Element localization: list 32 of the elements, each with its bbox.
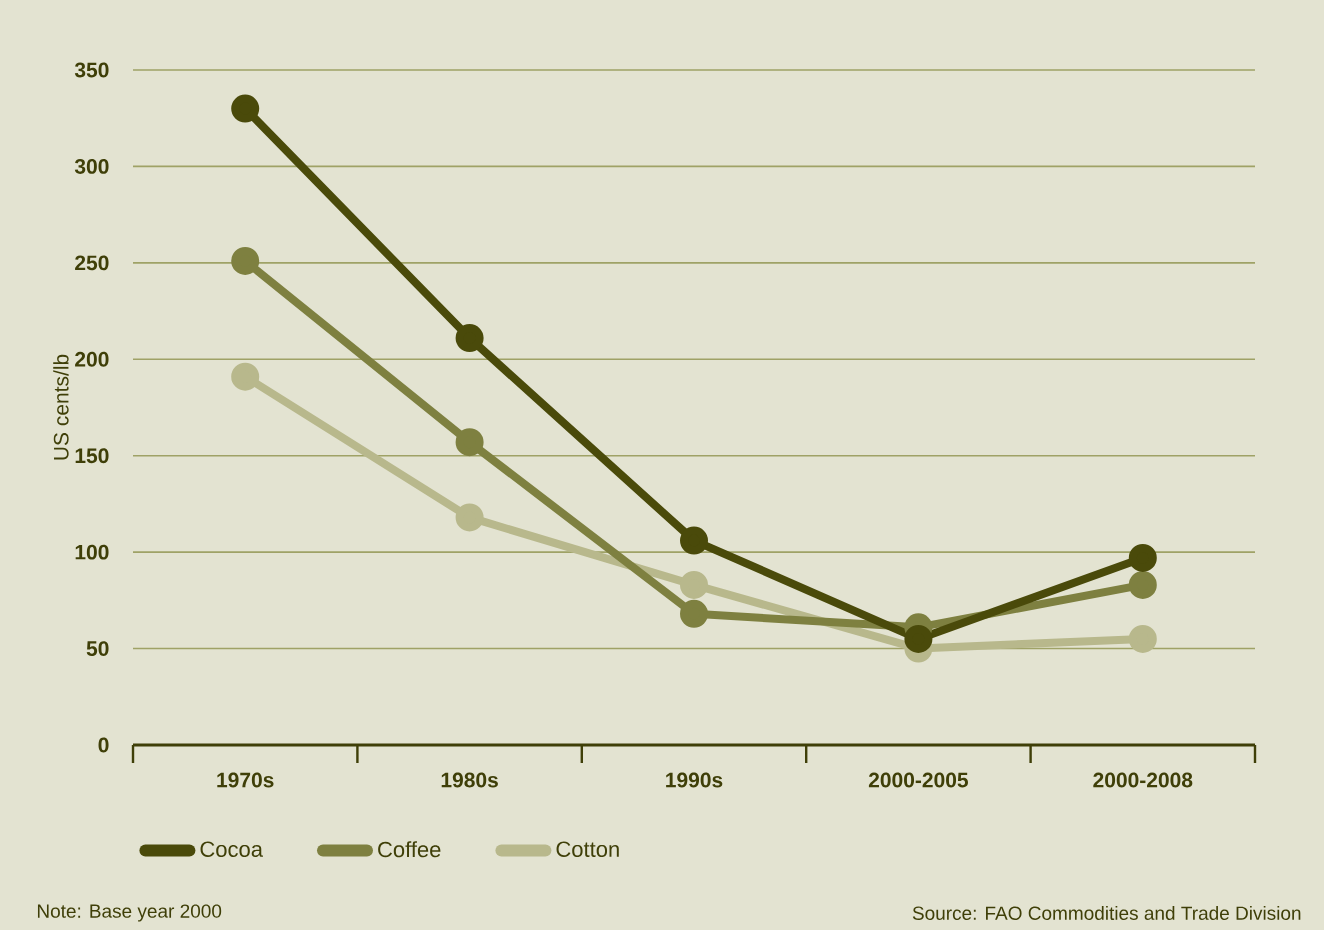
x-tick-label: 1990s xyxy=(666,772,723,788)
y-tick-label: 300 xyxy=(74,158,109,174)
x-tick-label: 1980s xyxy=(441,772,498,788)
point xyxy=(455,428,484,457)
x-tick-label: 2000-2008 xyxy=(1093,772,1193,788)
point xyxy=(1128,624,1157,653)
point xyxy=(455,324,484,353)
y-tick-label: 0 xyxy=(98,737,109,753)
y-tick-label: 150 xyxy=(75,448,109,464)
point xyxy=(904,624,933,653)
point xyxy=(231,246,260,275)
point xyxy=(231,94,260,123)
point xyxy=(680,526,708,555)
y-axis-title: US cents/lb xyxy=(53,354,69,460)
point xyxy=(455,503,484,532)
text: Note: Base year 2000 xyxy=(37,904,222,922)
source-note: Source: FAO Commodities and Trade Division xyxy=(912,906,1301,920)
legend-label: Cotton xyxy=(556,841,619,857)
legend-label: Cocoa xyxy=(200,841,263,857)
point xyxy=(680,570,708,599)
x-tick-label: 1970s xyxy=(217,772,274,788)
y-tick-label: 250 xyxy=(75,255,109,271)
legend-label: Coffee xyxy=(378,841,441,858)
x-tick-label: 2000-2005 xyxy=(868,772,968,788)
point xyxy=(1128,570,1157,599)
point xyxy=(231,362,260,391)
y-tick-label: 200 xyxy=(75,351,109,367)
y-tick-label: 50 xyxy=(86,641,109,657)
y-tick-label: 350 xyxy=(74,62,109,78)
y-tick-label: 100 xyxy=(75,544,109,560)
point xyxy=(680,599,708,628)
point xyxy=(1128,543,1157,572)
